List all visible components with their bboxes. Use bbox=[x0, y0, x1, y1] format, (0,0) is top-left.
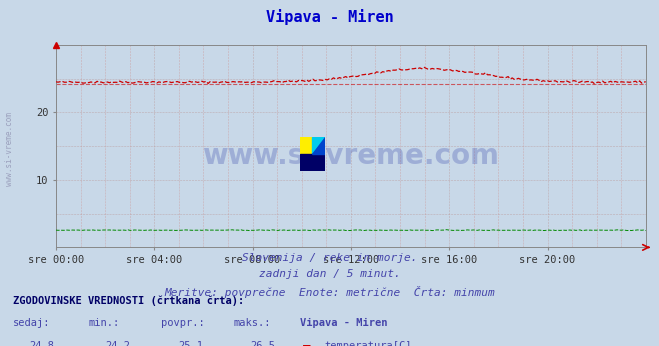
Text: Vipava - Miren: Vipava - Miren bbox=[300, 318, 387, 328]
Text: zadnji dan / 5 minut.: zadnji dan / 5 minut. bbox=[258, 269, 401, 279]
Bar bbox=[312, 137, 325, 154]
Text: min.:: min.: bbox=[89, 318, 120, 328]
Text: www.si-vreme.com: www.si-vreme.com bbox=[202, 142, 500, 170]
Text: 26,5: 26,5 bbox=[250, 341, 275, 346]
Bar bbox=[300, 137, 312, 154]
Text: 25,1: 25,1 bbox=[178, 341, 203, 346]
Text: povpr.:: povpr.: bbox=[161, 318, 205, 328]
Bar bbox=[300, 154, 325, 171]
Text: ■: ■ bbox=[303, 341, 310, 346]
Text: Meritve: povprečne  Enote: metrične  Črta: minmum: Meritve: povprečne Enote: metrične Črta:… bbox=[164, 286, 495, 298]
Text: Slovenija / reke in morje.: Slovenija / reke in morje. bbox=[242, 253, 417, 263]
Text: sedaj:: sedaj: bbox=[13, 318, 51, 328]
Text: 24,8: 24,8 bbox=[30, 341, 55, 346]
Polygon shape bbox=[312, 137, 325, 154]
Text: www.si-vreme.com: www.si-vreme.com bbox=[5, 112, 14, 186]
Text: Vipava - Miren: Vipava - Miren bbox=[266, 9, 393, 25]
Text: temperatura[C]: temperatura[C] bbox=[325, 341, 413, 346]
Text: ZGODOVINSKE VREDNOSTI (črtkana črta):: ZGODOVINSKE VREDNOSTI (črtkana črta): bbox=[13, 296, 244, 306]
Text: 24,2: 24,2 bbox=[105, 341, 130, 346]
Text: maks.:: maks.: bbox=[234, 318, 272, 328]
